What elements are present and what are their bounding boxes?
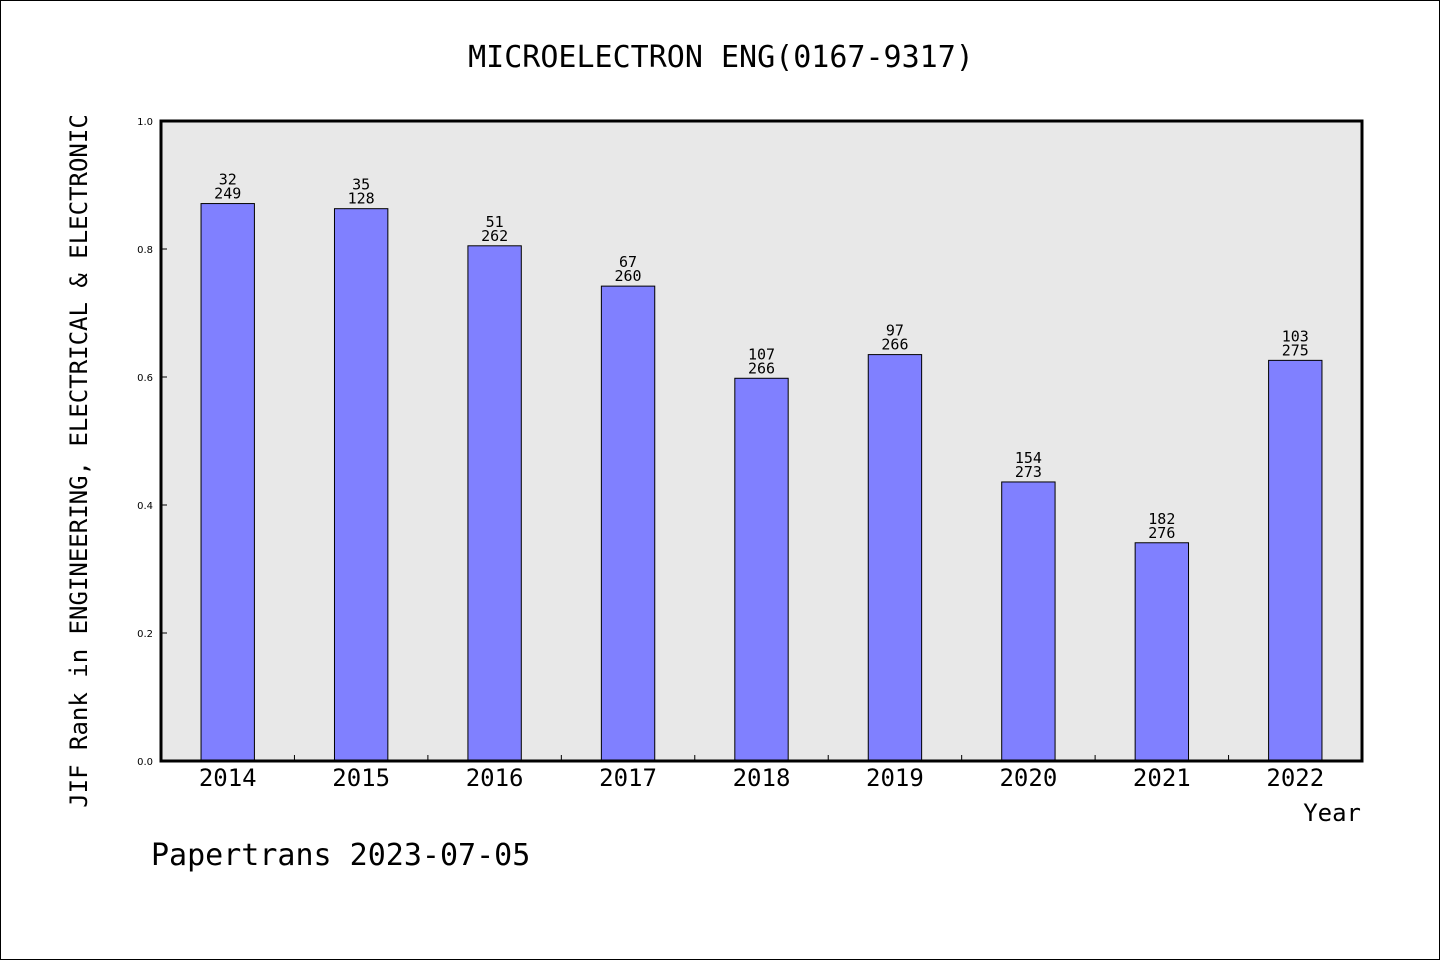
chart-title: MICROELECTRON ENG(0167-9317) bbox=[468, 40, 974, 75]
rank-label-2020: 154 bbox=[1015, 449, 1042, 467]
x-tick-label-2019: 2019 bbox=[866, 764, 924, 792]
y-tick-label: 0.8 bbox=[137, 245, 153, 256]
bars-group bbox=[200, 203, 1323, 762]
rank-label-2018: 107 bbox=[748, 345, 775, 363]
rank-label-2021: 182 bbox=[1148, 510, 1175, 528]
total-label-2015: 128 bbox=[348, 190, 375, 208]
x-ticks-group: 2014 2015 2016 2017 2018 2019 2020 2021 2022 bbox=[199, 755, 1324, 792]
footer-credit: Papertrans 2023-07-05 bbox=[151, 838, 530, 873]
total-label-2016: 262 bbox=[481, 227, 508, 245]
x-tick-label-2020: 2020 bbox=[999, 764, 1057, 792]
y-tick-label: 1.0 bbox=[137, 117, 153, 128]
bar-2019 bbox=[867, 354, 923, 762]
x-tick-label-2014: 2014 bbox=[199, 764, 257, 792]
bar-2017 bbox=[600, 285, 656, 762]
total-label-2017: 260 bbox=[615, 267, 642, 285]
y-axis-label: JIF Rank in ENGINEERING, ELECTRICAL & EL… bbox=[65, 114, 93, 808]
total-label-2018: 266 bbox=[748, 359, 775, 377]
rank-label-2015: 35 bbox=[352, 176, 370, 194]
y-tick-label: 0.0 bbox=[137, 757, 153, 768]
bar-2014 bbox=[200, 203, 255, 762]
x-axis-label: Year bbox=[1303, 799, 1361, 827]
bar-2020 bbox=[1001, 481, 1056, 762]
bar-2018 bbox=[734, 377, 789, 762]
x-tick-label-2021: 2021 bbox=[1133, 764, 1191, 792]
x-tick-label-2022: 2022 bbox=[1266, 764, 1324, 792]
total-label-2020: 273 bbox=[1015, 463, 1042, 481]
y-tick-label: 0.6 bbox=[137, 373, 153, 384]
total-label-2019: 266 bbox=[881, 336, 908, 354]
y-tick-label: 0.4 bbox=[137, 501, 153, 512]
total-label-2022: 275 bbox=[1282, 341, 1309, 359]
rank-label-2014: 32 bbox=[219, 171, 237, 189]
x-tick-label-2016: 2016 bbox=[466, 764, 524, 792]
total-label-2021: 276 bbox=[1148, 524, 1175, 542]
rank-label-2017: 67 bbox=[619, 253, 637, 271]
rank-label-2022: 103 bbox=[1282, 327, 1309, 345]
rank-label-2016: 51 bbox=[486, 213, 504, 231]
x-tick-label-2017: 2017 bbox=[599, 764, 657, 792]
bar-2022 bbox=[1268, 359, 1323, 762]
total-label-2014: 249 bbox=[214, 185, 241, 203]
bar-2016 bbox=[467, 245, 522, 762]
plot-border bbox=[159, 119, 1364, 763]
x-tick-label-2015: 2015 bbox=[332, 764, 390, 792]
rank-label-2019: 97 bbox=[886, 322, 904, 340]
y-tick-label: 0.2 bbox=[137, 629, 153, 640]
x-tick-label-2018: 2018 bbox=[733, 764, 791, 792]
bar-2021 bbox=[1134, 542, 1190, 762]
bar-2015 bbox=[333, 208, 389, 762]
